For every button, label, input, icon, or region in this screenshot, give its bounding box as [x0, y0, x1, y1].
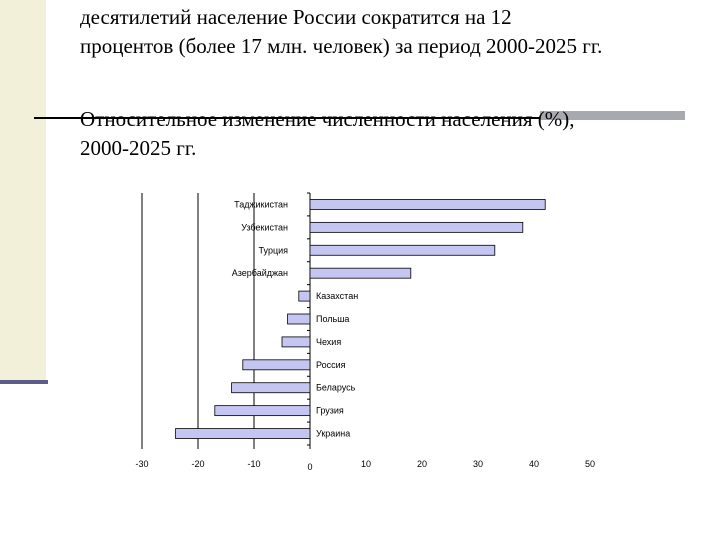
- bar: [309, 267, 412, 279]
- x-tick-label: -20: [191, 459, 204, 469]
- chart-title-line-1: Относительное изменение численности насе…: [80, 107, 575, 131]
- left-decor-band: [0, 0, 46, 380]
- x-tick-label: 10: [361, 459, 371, 469]
- intro-text: десятилетий население России сократится …: [80, 3, 602, 61]
- bar: [281, 336, 311, 348]
- category-label: Чехия: [316, 337, 341, 347]
- intro-line-2: процентов (более 17 млн. человек) за пер…: [80, 34, 603, 58]
- category-label: Россия: [316, 360, 346, 370]
- title-rule-gray: [540, 111, 685, 120]
- chart-title: Относительное изменение численности насе…: [80, 105, 575, 163]
- x-tick-label: 0: [307, 462, 312, 472]
- category-label: Польша: [316, 314, 349, 324]
- bar: [309, 199, 546, 210]
- x-tick-label: 20: [417, 459, 427, 469]
- bar: [175, 428, 311, 439]
- bar: [287, 313, 311, 325]
- bar: [298, 290, 311, 302]
- category-label: Таджикистан: [234, 199, 288, 209]
- x-tick-label: 50: [585, 459, 595, 469]
- bar: [309, 221, 524, 233]
- bar: [214, 405, 311, 417]
- bar: [231, 382, 311, 394]
- category-label: Азербайджан: [232, 268, 288, 278]
- category-label: Казахстан: [316, 291, 358, 301]
- x-tick-label: -30: [135, 459, 148, 469]
- intro-line-1: десятилетий население России сократится …: [80, 5, 512, 29]
- bar: [309, 244, 496, 256]
- x-tick-label: 40: [529, 459, 539, 469]
- x-tick-label: 30: [473, 459, 483, 469]
- left-decor-underline: [0, 380, 48, 384]
- category-label: Украина: [316, 429, 350, 439]
- category-label: Грузия: [316, 406, 344, 416]
- category-label: Турция: [259, 245, 289, 255]
- x-tick-label: -10: [247, 459, 260, 469]
- category-label: Беларусь: [316, 383, 356, 393]
- title-rule-black: [34, 117, 682, 119]
- category-label: Узбекистан: [241, 222, 288, 232]
- chart-title-line-2: 2000-2025 гг.: [80, 136, 197, 160]
- bar: [242, 359, 311, 371]
